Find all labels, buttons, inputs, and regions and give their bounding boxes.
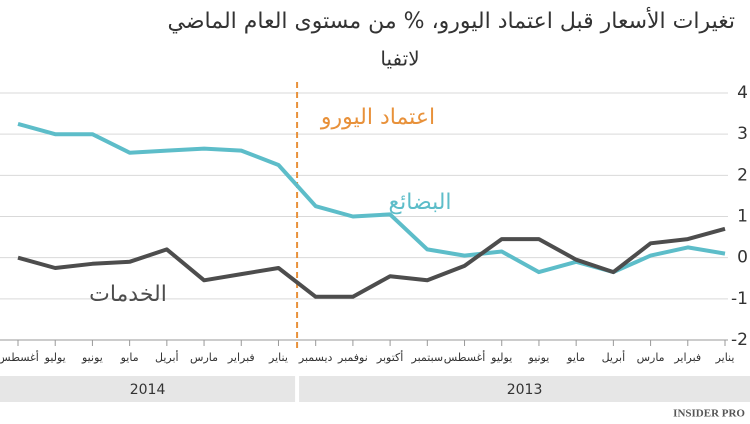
chart-subtitle: لاتفيا (380, 47, 419, 71)
x-tick-label: يونيو (81, 351, 103, 364)
y-tick-label: -2 (731, 330, 748, 350)
y-tick-label: 3 (737, 124, 748, 144)
source-logo: INSIDER PRO (673, 408, 745, 420)
x-tick-label: يونيو (528, 351, 550, 364)
x-tick-label: أغسطس (444, 350, 486, 364)
year-band (299, 376, 750, 402)
y-tick-label: 4 (737, 83, 748, 103)
x-tick-label: مارس (637, 351, 665, 364)
year-label: 2013 (507, 382, 543, 398)
series-label: الخدمات (89, 282, 167, 307)
x-tick-label: مارس (190, 351, 218, 364)
x-tick-label: مايو (566, 351, 585, 364)
x-tick-label: فبراير (673, 351, 701, 364)
series-line (17, 121, 726, 275)
year-label: 2014 (130, 382, 166, 398)
y-tick-label: -1 (731, 289, 748, 309)
x-tick-label: أبريل (602, 350, 626, 364)
series-label: البضائع (388, 190, 451, 215)
series-line (17, 226, 726, 299)
y-tick-label: 2 (737, 165, 748, 185)
x-tick-label: نوفمبر (337, 351, 368, 364)
x-tick-label: أكتوبر (376, 350, 403, 364)
y-tick-label: 1 (737, 207, 748, 227)
x-tick-label: يناير (268, 351, 288, 364)
x-tick-label: مايو (120, 351, 139, 364)
x-tick-label: سبتمبر (411, 351, 444, 364)
annotation-label: اعتماد اليورو (320, 105, 435, 130)
x-tick-label: يوليو (490, 351, 512, 364)
x-tick-label: أبريل (155, 350, 179, 364)
x-tick-label: ديسمبر (298, 351, 333, 364)
x-tick-label: يوليو (44, 351, 66, 364)
x-tick-label: يناير (715, 351, 735, 364)
x-tick-label: فبراير (227, 351, 255, 364)
year-band (0, 376, 296, 402)
y-tick-label: 0 (737, 248, 748, 268)
chart-title: تغيرات الأسعار قبل اعتماد اليورو، % من م… (168, 7, 735, 34)
x-tick-label: أغسطس (0, 350, 39, 364)
